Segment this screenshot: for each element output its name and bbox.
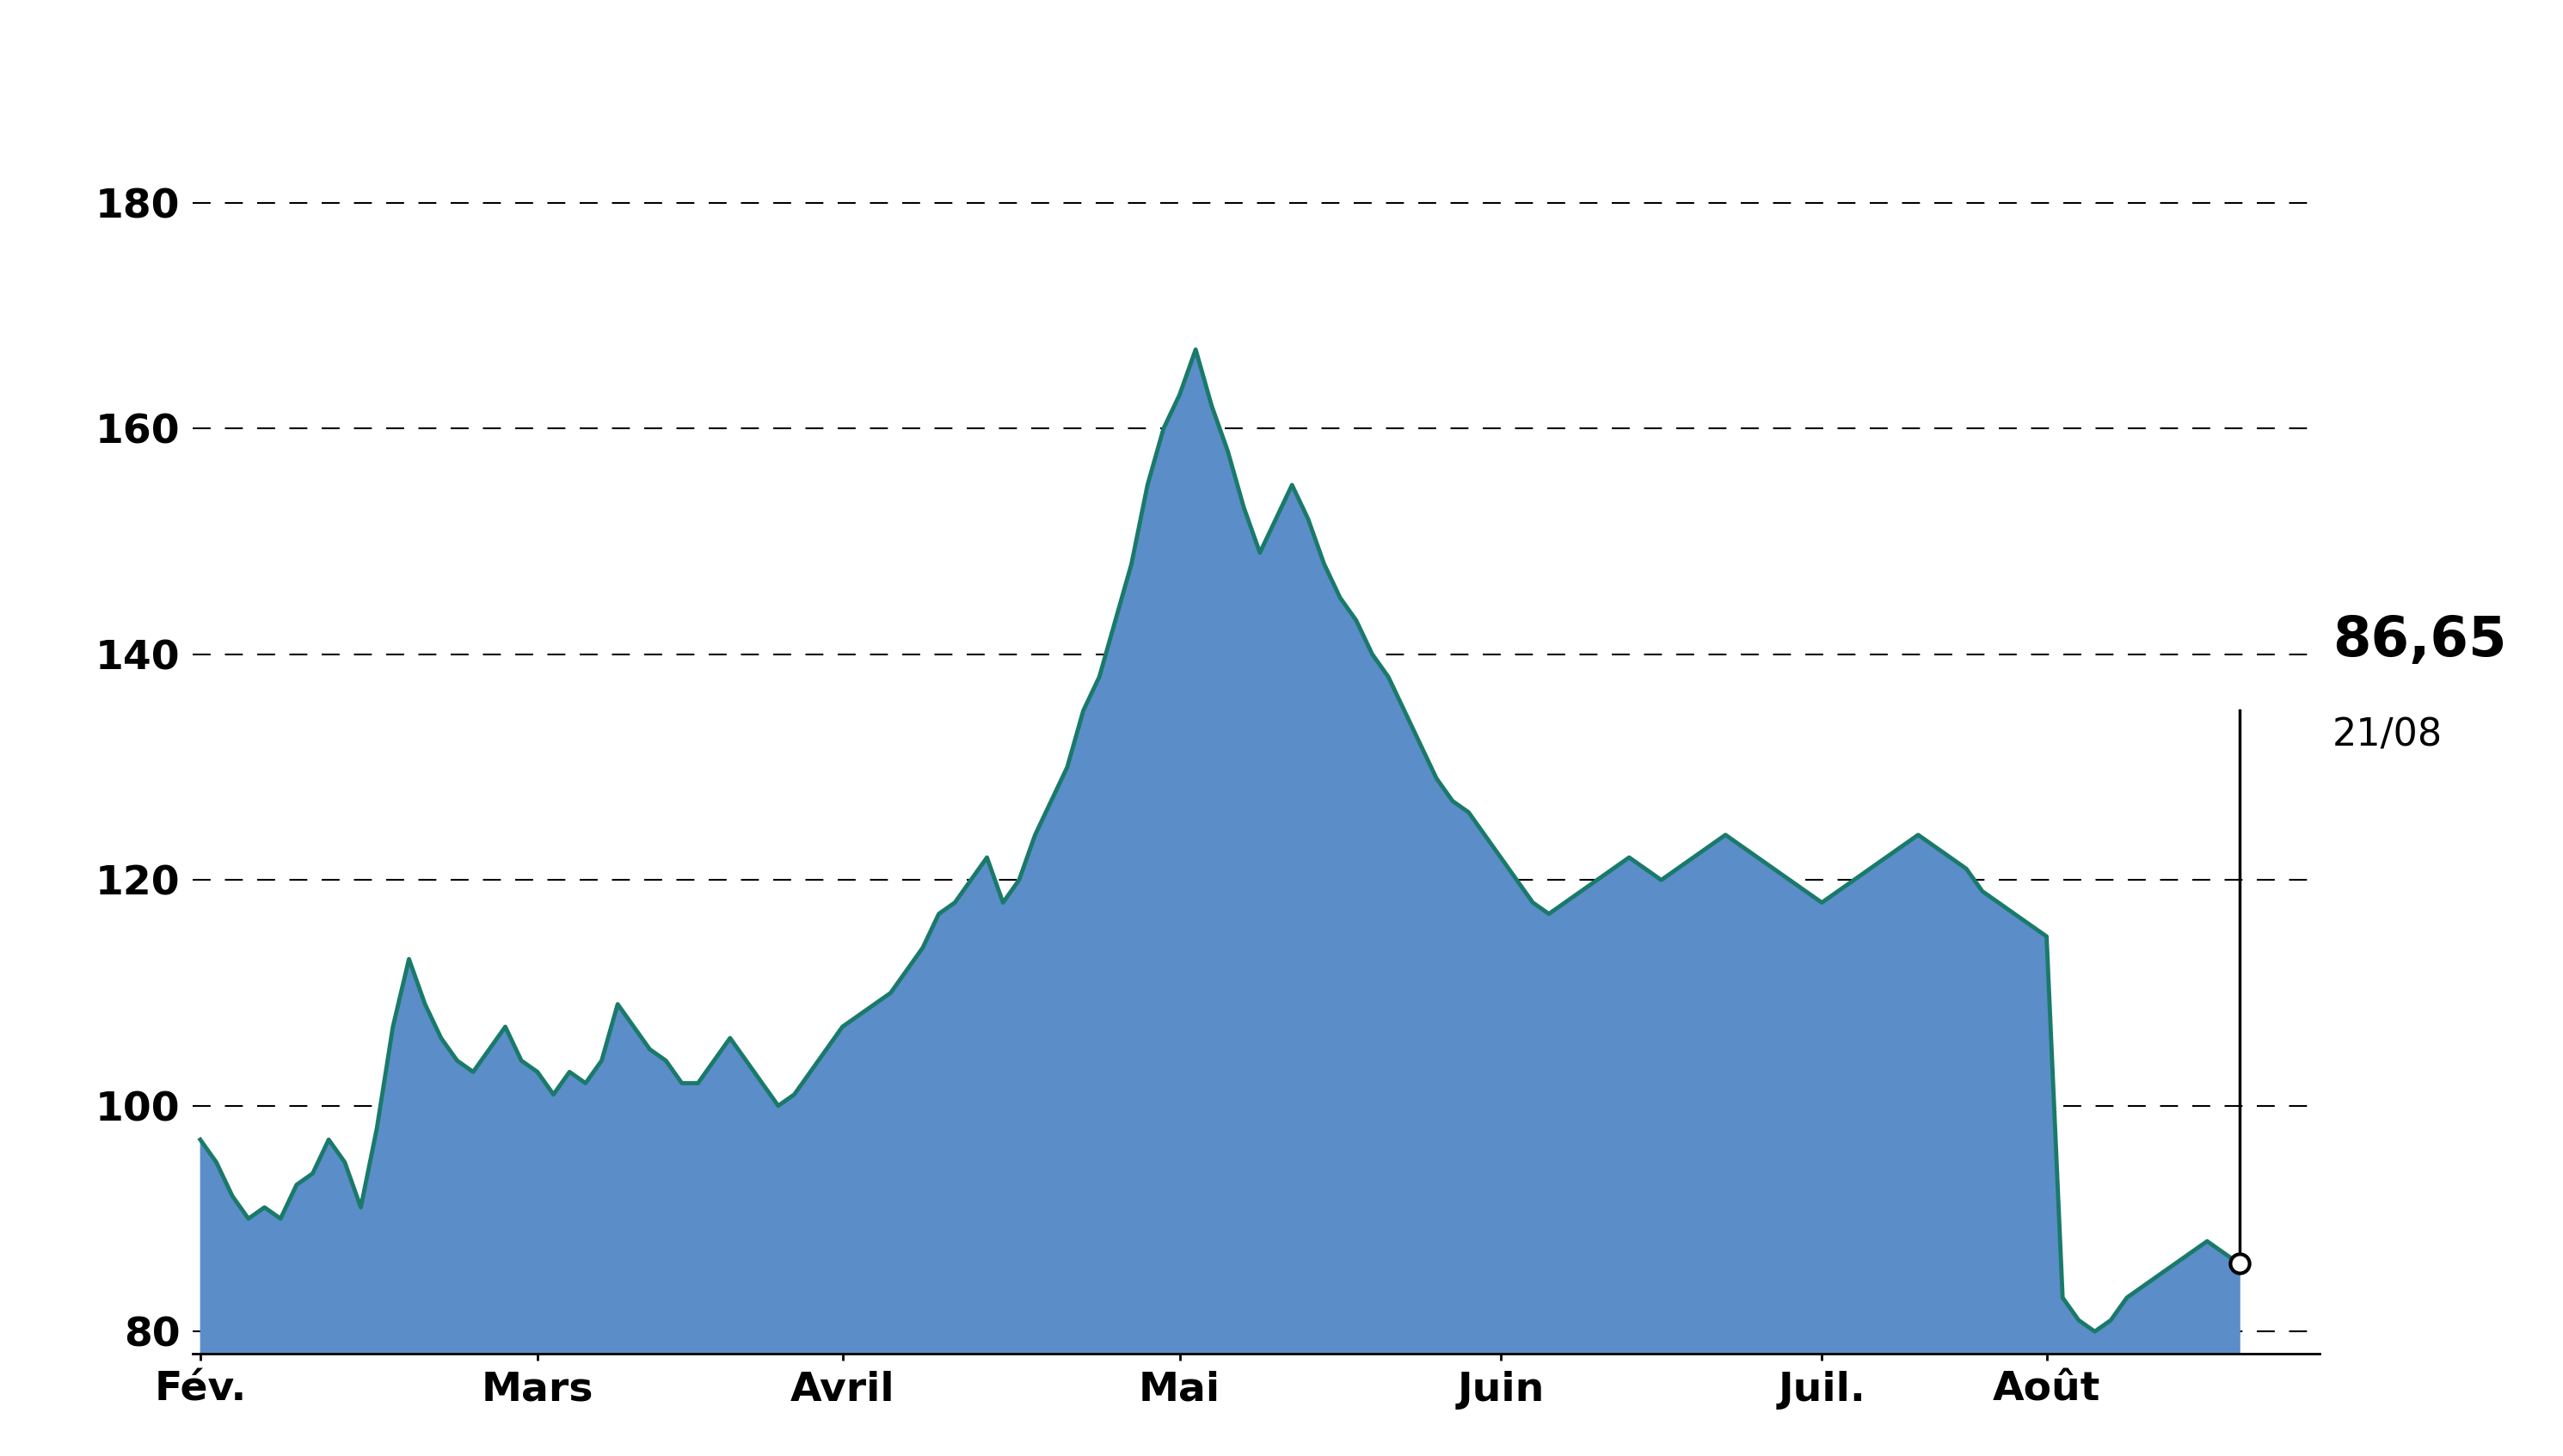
Text: 21/08: 21/08 — [2332, 716, 2443, 754]
Text: 86,65: 86,65 — [2332, 614, 2507, 667]
Text: Moderna, Inc.: Moderna, Inc. — [1012, 19, 1551, 86]
